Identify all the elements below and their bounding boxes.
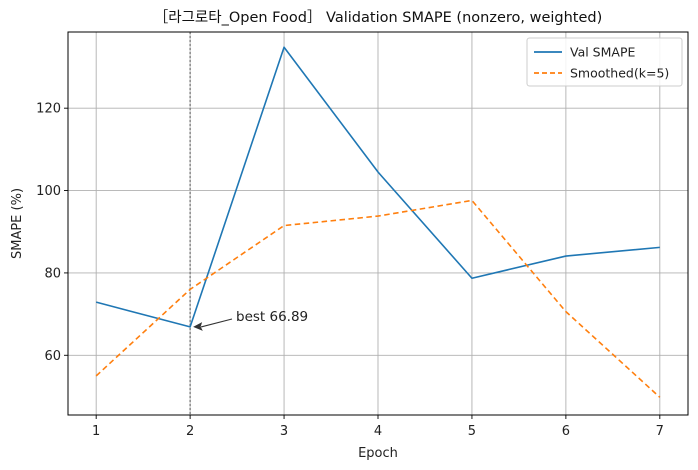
- x-tick-label: 5: [468, 424, 476, 439]
- y-axis-label: SMAPE (%): [10, 188, 25, 259]
- x-axis-label: Epoch: [358, 446, 398, 461]
- y-tick-label: 60: [44, 349, 61, 364]
- legend-label: Val SMAPE: [570, 45, 635, 60]
- y-tick-label: 120: [36, 102, 61, 117]
- x-tick-label: 6: [562, 424, 570, 439]
- y-tick-label: 80: [44, 266, 61, 281]
- annotation-arrow: [200, 318, 233, 328]
- y-tick-label: 100: [36, 184, 61, 199]
- x-tick-label: 3: [280, 424, 288, 439]
- annotation-arrowhead: [193, 322, 203, 331]
- legend-label: Smoothed(k=5): [570, 66, 669, 81]
- legend-box: [526, 37, 683, 87]
- annotation-label: best 66.89: [236, 309, 308, 325]
- chart-title: ［라그로타_Open Food］ Validation SMAPE (nonze…: [154, 9, 603, 26]
- x-tick-label: 4: [374, 424, 382, 439]
- series-lines: [95, 46, 661, 398]
- y-axis-ticks: 60 80 100 120: [36, 102, 68, 364]
- x-tick-label: 1: [92, 424, 100, 439]
- x-tick-label: 7: [656, 424, 664, 439]
- legend: Val SMAPE Smoothed(k=5): [526, 37, 683, 87]
- best-annotation: best 66.89: [193, 309, 308, 331]
- x-axis-ticks: 1 2 3 4 5 6 7: [92, 415, 664, 439]
- x-tick-label: 2: [186, 424, 194, 439]
- grid: [68, 32, 688, 415]
